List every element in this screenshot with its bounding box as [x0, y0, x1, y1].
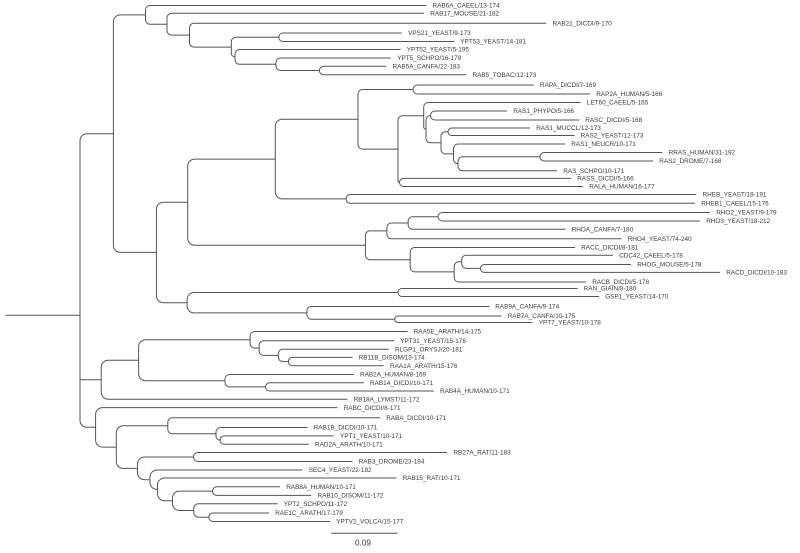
svg-text:GSP1_YEAST/14-170: GSP1_YEAST/14-170 — [605, 294, 669, 301]
svg-text:RAB8A_HUMAN/10-171: RAB8A_HUMAN/10-171 — [286, 484, 356, 491]
svg-text:YPT52_YEAST/5-195: YPT52_YEAST/5-195 — [407, 47, 470, 54]
svg-text:RAB5A_CANFA/22-183: RAB5A_CANFA/22-183 — [393, 64, 461, 71]
svg-text:RAB2A_HUMAN/8-169: RAB2A_HUMAN/8-169 — [360, 372, 427, 379]
svg-text:RAN_GIAIN/8-180: RAN_GIAIN/8-180 — [584, 286, 637, 293]
svg-text:RHEB_YEAST/18-191: RHEB_YEAST/18-191 — [703, 192, 767, 199]
svg-text:RAB10_DISOM/11-172: RAB10_DISOM/11-172 — [318, 493, 384, 500]
svg-text:YPTV2_VOLCA/15-177: YPTV2_VOLCA/15-177 — [336, 519, 404, 526]
svg-text:RAB4A_HUMAN/10-171: RAB4A_HUMAN/10-171 — [440, 388, 510, 395]
svg-text:RAS1_NEUCR/10-171: RAS1_NEUCR/10-171 — [571, 141, 636, 148]
svg-text:YPT7_YEAST/10-178: YPT7_YEAST/10-178 — [539, 320, 602, 327]
svg-text:RAB15_RAT/10-171: RAB15_RAT/10-171 — [403, 475, 461, 482]
svg-text:RAB14_DICDI/10-171: RAB14_DICDI/10-171 — [370, 380, 433, 387]
svg-text:RASC_DICDI/5-168: RASC_DICDI/5-168 — [585, 117, 642, 124]
svg-text:RAB17_MOUSE/21-182: RAB17_MOUSE/21-182 — [430, 11, 499, 18]
svg-text:RAPA_DICDI/7-169: RAPA_DICDI/7-169 — [540, 82, 596, 89]
svg-text:RB27A_RAT/11-183: RB27A_RAT/11-183 — [453, 450, 511, 457]
svg-text:0.09: 0.09 — [355, 539, 371, 548]
svg-text:RASS_DICDI/5-166: RASS_DICDI/5-166 — [577, 176, 634, 183]
svg-text:RACD_DICDI/10-183: RACD_DICDI/10-183 — [726, 270, 787, 277]
svg-text:RHOG_MOUSE/5-178: RHOG_MOUSE/5-178 — [637, 262, 702, 269]
svg-text:RHO3_YEAST/18-212: RHO3_YEAST/18-212 — [706, 218, 770, 225]
svg-text:RABC_DICDI/8-171: RABC_DICDI/8-171 — [344, 405, 401, 412]
svg-text:RAB7A_CANFA/10-175: RAB7A_CANFA/10-175 — [508, 313, 576, 320]
svg-text:YPT31_YEAST/15-176: YPT31_YEAST/15-176 — [400, 338, 466, 345]
svg-text:VPS21_YEAST/9-173: VPS21_YEAST/9-173 — [408, 30, 471, 37]
svg-text:RHO4_YEAST/74-240: RHO4_YEAST/74-240 — [628, 236, 692, 243]
svg-text:RAA5E_ARATH/14-175: RAA5E_ARATH/14-175 — [414, 329, 482, 336]
svg-text:YPT1_YEAST/10-171: YPT1_YEAST/10-171 — [340, 433, 403, 440]
svg-text:YPT5_SCHPO/16-179: YPT5_SCHPO/16-179 — [397, 55, 461, 62]
svg-text:RHOA_CANFA/7-180: RHOA_CANFA/7-180 — [572, 227, 634, 234]
svg-text:RAB1B_DICDI/10-171: RAB1B_DICDI/10-171 — [314, 425, 378, 432]
svg-text:YPT53_YEAST/14-181: YPT53_YEAST/14-181 — [460, 39, 526, 46]
svg-text:RHEB1_CAEEL/15-176: RHEB1_CAEEL/15-176 — [701, 201, 769, 208]
svg-text:RAE1C_ARATH/17-179: RAE1C_ARATH/17-179 — [275, 510, 343, 517]
svg-text:RAS1_MUCCL/12-173: RAS1_MUCCL/12-173 — [536, 125, 601, 132]
svg-text:RAS_SCHPO/10-171: RAS_SCHPO/10-171 — [563, 168, 625, 175]
svg-text:SEC4_YEAST/22-182: SEC4_YEAST/22-182 — [309, 467, 372, 474]
svg-text:RB18A_LYMST/11-172: RB18A_LYMST/11-172 — [354, 397, 420, 404]
svg-text:RABA_DICDI/10-171: RABA_DICDI/10-171 — [386, 415, 446, 422]
svg-text:RAB3_DROME/23-184: RAB3_DROME/23-184 — [359, 459, 425, 466]
svg-text:RAB5_TOBAC/12-173: RAB5_TOBAC/12-173 — [473, 72, 537, 79]
svg-text:RAB21_DICDI/9-170: RAB21_DICDI/9-170 — [553, 20, 613, 27]
svg-text:RAP2A_HUMAN/5-166: RAP2A_HUMAN/5-166 — [596, 91, 663, 98]
svg-text:RAS1_PHYPO/5-166: RAS1_PHYPO/5-166 — [513, 108, 574, 115]
svg-text:RAS2_DROME/7-168: RAS2_DROME/7-168 — [659, 158, 722, 165]
svg-text:CDC42_CAEEL/5-178: CDC42_CAEEL/5-178 — [619, 252, 683, 259]
svg-text:RALA_HUMAN/16-177: RALA_HUMAN/16-177 — [589, 184, 655, 191]
svg-text:RLGP1_ORYSJ/20-181: RLGP1_ORYSJ/20-181 — [395, 346, 463, 353]
svg-text:RAA1A_ARATH/15-176: RAA1A_ARATH/15-176 — [390, 363, 458, 370]
svg-text:YPT2_SCHPO/11-172: YPT2_SCHPO/11-172 — [284, 501, 348, 508]
svg-text:RACB_DICDI/5-178: RACB_DICDI/5-178 — [592, 279, 649, 286]
svg-text:RB11B_DISOM/13-174: RB11B_DISOM/13-174 — [359, 355, 425, 362]
svg-text:RAB9A_CANFA/9-174: RAB9A_CANFA/9-174 — [495, 304, 559, 311]
svg-text:RAS2_YEAST/12-173: RAS2_YEAST/12-173 — [581, 133, 644, 140]
svg-text:LET60_CAEEL/5-165: LET60_CAEEL/5-165 — [587, 100, 649, 107]
svg-text:RRAS_HUMAN/31-192: RRAS_HUMAN/31-192 — [669, 150, 736, 157]
svg-text:RHO2_YEAST/9-179: RHO2_YEAST/9-179 — [716, 210, 777, 217]
svg-text:RAB6A_CAEEL/13-174: RAB6A_CAEEL/13-174 — [433, 3, 501, 10]
svg-text:RAD2A_ARATH/10-171: RAD2A_ARATH/10-171 — [315, 442, 383, 449]
svg-text:RACC_DICDI/8-181: RACC_DICDI/8-181 — [581, 245, 639, 252]
